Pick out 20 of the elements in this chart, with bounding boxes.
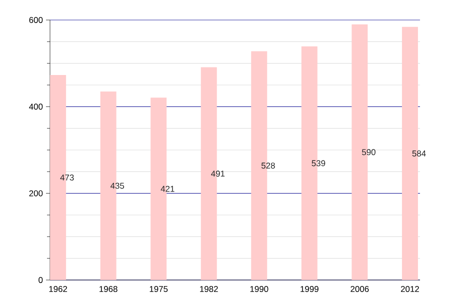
x-tick-label: 1962 [49,286,68,292]
data-label: 539 [312,160,326,166]
x-tick-label: 1990 [250,286,268,292]
data-label: 590 [362,149,376,156]
y-tick-label: 200 [29,190,43,196]
data-label: 473 [60,174,74,181]
x-tick-label: 1968 [100,286,118,292]
data-label: 528 [261,162,275,169]
x-tick-label: 2006 [350,286,369,292]
x-tick-label: 1999 [300,286,318,292]
data-label: 584 [412,150,426,156]
data-label: 491 [211,170,225,177]
data-label: 435 [110,182,124,189]
x-tick-label: 2012 [400,286,419,292]
y-tick-label: 400 [29,104,43,110]
y-tick-label: 0 [38,277,43,283]
x-tick-label: 1975 [150,286,168,292]
data-label: 421 [160,186,174,192]
y-tick-label: 600 [29,17,43,23]
x-tick-label: 1982 [200,286,218,292]
